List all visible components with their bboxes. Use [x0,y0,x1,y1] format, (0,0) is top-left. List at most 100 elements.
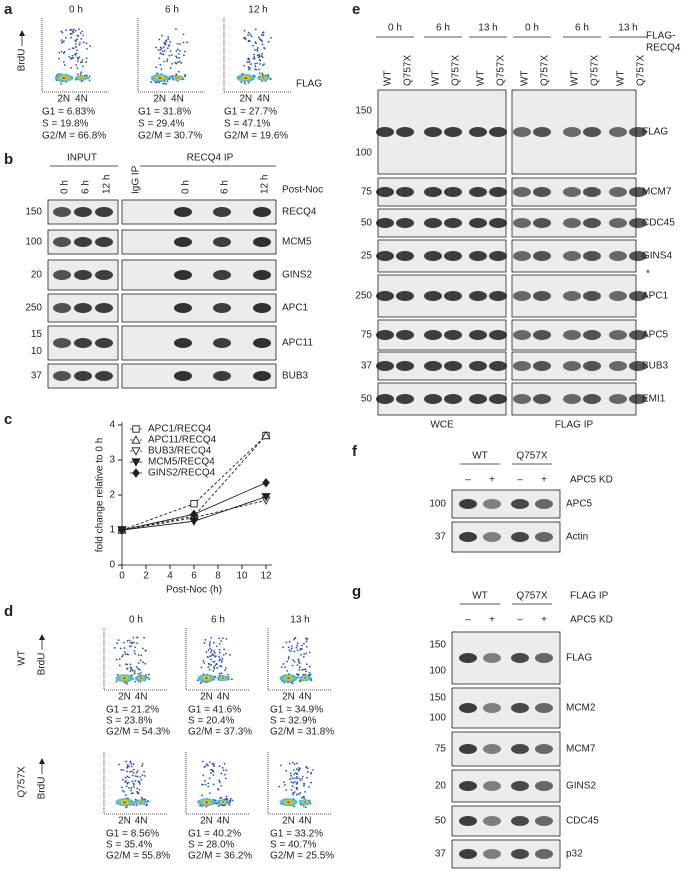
event-dot [136,667,139,670]
event-dot [175,28,177,31]
event-dot [121,789,124,792]
event-dot [229,798,232,800]
density [204,677,209,680]
group-label: WT [472,591,488,602]
event-dot [147,673,150,676]
event-dot [122,769,125,771]
lane-label: Q757X [496,55,507,86]
event-dot [208,761,211,763]
event-dot [182,54,185,57]
panel-letter: a [4,1,13,18]
axis-label: FLAG [296,79,322,90]
event-dot [125,785,128,788]
event-dot [138,783,141,785]
mw-marker: 10 [31,346,43,357]
event-dot [210,654,213,657]
event-dot [301,668,304,671]
density [157,76,162,79]
stat: S = 29.4% [138,119,185,130]
event-dot [270,36,273,39]
band [583,394,601,404]
event-dot [128,639,131,642]
lane-label: IgG IP [131,165,142,194]
event-dot [246,61,249,63]
band [489,361,507,371]
band [583,127,601,137]
band [511,816,529,826]
mw-marker: 150 [429,693,446,704]
panel-letter: b [4,151,13,168]
event-dot [161,50,164,53]
band [253,207,271,217]
event-dot [168,54,171,57]
band [535,499,553,509]
event-dot [224,777,227,780]
band [74,270,92,280]
stat: G1 = 8.56% [106,829,159,840]
event-dot [174,61,177,64]
marker [262,478,270,488]
event-dot [300,797,303,799]
stat: G1 = 27.7% [224,107,277,118]
group-label: WT [472,451,488,462]
stat: G1 = 31.8% [138,107,191,118]
protein-label: APC5 [566,499,593,510]
density [243,76,248,79]
event-dot [298,666,301,668]
event-dot [126,667,129,670]
event-dot [123,647,126,649]
event-dot [133,670,136,672]
series-line [121,435,267,531]
event-dot [130,792,133,795]
event-dot [141,762,144,765]
event-dot [122,778,124,781]
band [629,330,647,340]
event-dot [164,42,167,44]
event-dot [76,34,79,37]
event-dot [214,799,217,802]
event-dot [129,770,132,773]
stat: G2/M = 31.8% [270,727,334,738]
event-dot [178,60,181,63]
mw-marker: 20 [435,781,447,792]
band [459,499,477,509]
band [629,291,647,301]
event-dot [223,773,226,776]
band [535,653,553,663]
band [74,338,92,348]
protein-label: p32 [566,849,583,860]
protein-label: APC5 [642,330,669,341]
event-dot [122,654,124,656]
event-dot [258,58,261,61]
stat: S = 19.8% [42,119,89,130]
event-dot [126,763,129,766]
event-dot [203,779,206,782]
event-dot [280,666,283,668]
event-dot [223,762,226,765]
marker [261,430,271,440]
event-dot [78,56,81,59]
event-dot [310,772,312,775]
band [469,251,487,261]
event-dot [162,53,165,56]
band [609,330,627,340]
band [469,187,487,197]
event-dot [126,663,129,666]
event-dot [125,760,128,763]
event-dot [220,661,223,663]
event-dot [118,658,121,660]
event-dot [297,658,300,661]
event-dot [161,34,163,37]
band [376,291,394,301]
event-dot [163,60,165,63]
event-dot [179,49,181,52]
time-label: 0 h [388,23,402,34]
event-dot [286,669,289,672]
event-dot [230,678,233,681]
event-dot [156,72,158,75]
event-dot [157,49,160,51]
band [213,237,231,247]
density [139,801,143,803]
event-dot [211,762,214,765]
event-dot [267,74,270,76]
